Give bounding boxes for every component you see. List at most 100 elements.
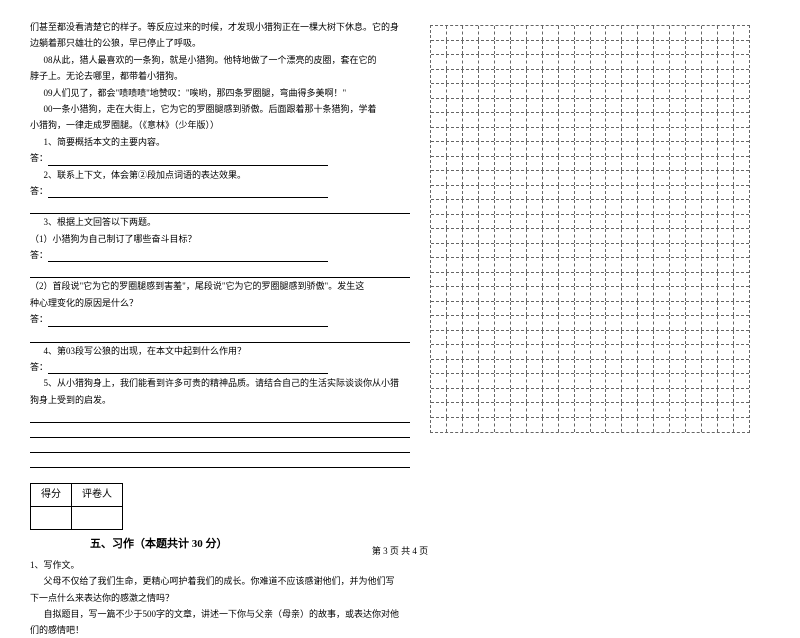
grid-cell[interactable]	[495, 229, 511, 243]
grid-cell[interactable]	[638, 229, 654, 243]
grid-cell[interactable]	[559, 55, 575, 69]
grid-cell[interactable]	[575, 403, 591, 417]
grid-cell[interactable]	[670, 258, 686, 272]
grid-cell[interactable]	[463, 200, 479, 214]
grid-cell[interactable]	[543, 157, 559, 171]
grid-cell[interactable]	[511, 200, 527, 214]
grid-cell[interactable]	[718, 215, 734, 229]
grid-cell[interactable]	[734, 215, 749, 229]
grid-cell[interactable]	[718, 316, 734, 330]
grid-cell[interactable]	[702, 287, 718, 301]
grid-cell[interactable]	[495, 403, 511, 417]
grid-cell[interactable]	[606, 99, 622, 113]
grid-cell[interactable]	[718, 374, 734, 388]
grid-cell[interactable]	[479, 345, 495, 359]
grid-cell[interactable]	[559, 128, 575, 142]
grid-cell[interactable]	[686, 84, 702, 98]
grid-cell[interactable]	[654, 273, 670, 287]
grid-cell[interactable]	[702, 26, 718, 40]
grid-cell[interactable]	[543, 316, 559, 330]
grid-cell[interactable]	[686, 302, 702, 316]
grid-cell[interactable]	[495, 244, 511, 258]
grid-cell[interactable]	[718, 258, 734, 272]
grid-cell[interactable]	[686, 345, 702, 359]
grid-cell[interactable]	[527, 171, 543, 185]
grid-cell[interactable]	[606, 128, 622, 142]
grid-cell[interactable]	[559, 345, 575, 359]
grid-cell[interactable]	[495, 316, 511, 330]
grid-cell[interactable]	[431, 389, 447, 403]
grid-cell[interactable]	[447, 84, 463, 98]
grid-cell[interactable]	[606, 84, 622, 98]
grid-cell[interactable]	[591, 26, 607, 40]
grid-cell[interactable]	[622, 84, 638, 98]
grid-cell[interactable]	[718, 389, 734, 403]
grid-cell[interactable]	[718, 26, 734, 40]
grid-cell[interactable]	[702, 418, 718, 433]
grid-cell[interactable]	[447, 287, 463, 301]
grid-cell[interactable]	[686, 273, 702, 287]
grid-cell[interactable]	[622, 345, 638, 359]
grid-cell[interactable]	[638, 157, 654, 171]
grid-cell[interactable]	[447, 200, 463, 214]
grid-cell[interactable]	[447, 403, 463, 417]
grid-cell[interactable]	[559, 360, 575, 374]
grid-cell[interactable]	[527, 26, 543, 40]
grid-cell[interactable]	[447, 345, 463, 359]
grid-cell[interactable]	[686, 244, 702, 258]
grid-cell[interactable]	[670, 389, 686, 403]
grid-cell[interactable]	[511, 374, 527, 388]
grid-cell[interactable]	[431, 244, 447, 258]
grid-cell[interactable]	[527, 113, 543, 127]
grid-cell[interactable]	[575, 418, 591, 433]
grid-cell[interactable]	[638, 316, 654, 330]
grid-cell[interactable]	[479, 186, 495, 200]
grid-cell[interactable]	[654, 70, 670, 84]
grid-cell[interactable]	[527, 389, 543, 403]
grid-cell[interactable]	[479, 84, 495, 98]
grid-cell[interactable]	[479, 389, 495, 403]
grid-cell[interactable]	[511, 215, 527, 229]
grid-cell[interactable]	[495, 418, 511, 433]
grid-cell[interactable]	[495, 258, 511, 272]
grid-cell[interactable]	[527, 244, 543, 258]
grid-cell[interactable]	[702, 389, 718, 403]
grid-cell[interactable]	[702, 360, 718, 374]
grid-cell[interactable]	[527, 157, 543, 171]
grid-cell[interactable]	[702, 345, 718, 359]
grid-cell[interactable]	[654, 215, 670, 229]
grid-cell[interactable]	[479, 331, 495, 345]
grid-cell[interactable]	[686, 258, 702, 272]
grid-cell[interactable]	[575, 200, 591, 214]
grid-cell[interactable]	[575, 99, 591, 113]
grid-cell[interactable]	[479, 215, 495, 229]
grid-cell[interactable]	[670, 418, 686, 433]
grid-cell[interactable]	[606, 360, 622, 374]
grid-cell[interactable]	[606, 200, 622, 214]
grid-cell[interactable]	[559, 41, 575, 55]
grid-cell[interactable]	[638, 99, 654, 113]
grid-cell[interactable]	[463, 229, 479, 243]
grid-cell[interactable]	[734, 389, 749, 403]
grid-cell[interactable]	[463, 171, 479, 185]
grid-cell[interactable]	[606, 316, 622, 330]
grid-cell[interactable]	[431, 84, 447, 98]
grid-cell[interactable]	[606, 418, 622, 433]
grid-cell[interactable]	[575, 26, 591, 40]
grid-cell[interactable]	[591, 331, 607, 345]
grid-cell[interactable]	[495, 273, 511, 287]
grid-cell[interactable]	[543, 215, 559, 229]
grid-cell[interactable]	[575, 186, 591, 200]
grid-cell[interactable]	[686, 316, 702, 330]
grid-cell[interactable]	[511, 157, 527, 171]
grid-cell[interactable]	[463, 345, 479, 359]
grid-cell[interactable]	[431, 215, 447, 229]
grid-cell[interactable]	[447, 41, 463, 55]
grid-cell[interactable]	[638, 171, 654, 185]
grid-cell[interactable]	[654, 389, 670, 403]
grid-cell[interactable]	[447, 229, 463, 243]
grid-cell[interactable]	[511, 345, 527, 359]
grid-cell[interactable]	[527, 273, 543, 287]
grid-cell[interactable]	[479, 374, 495, 388]
grid-cell[interactable]	[463, 418, 479, 433]
